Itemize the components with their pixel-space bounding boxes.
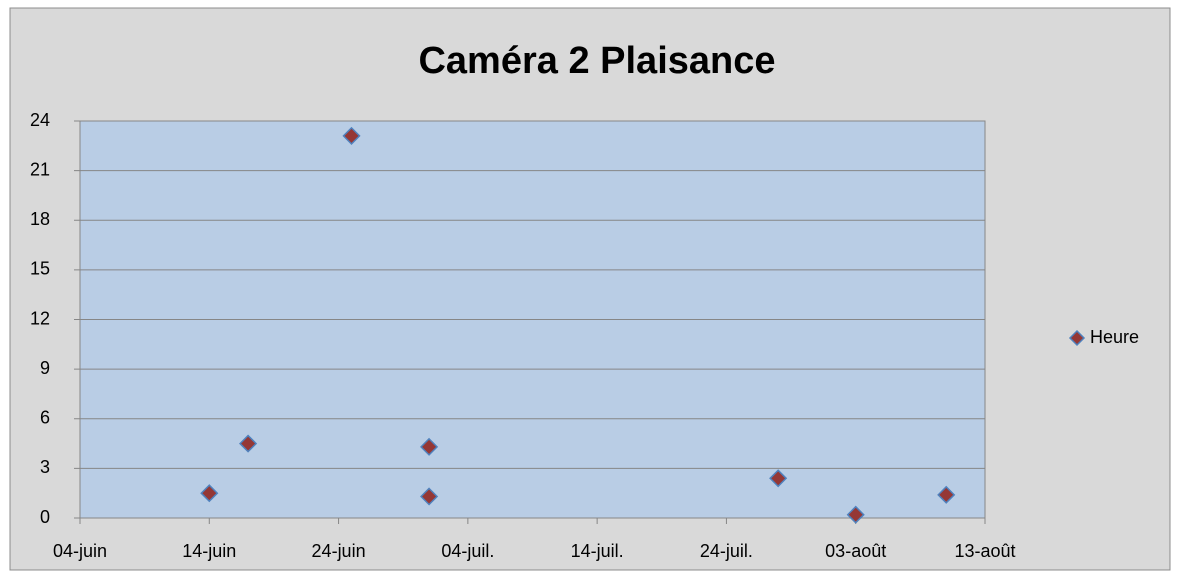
x-tick-label: 13-août: [954, 541, 1015, 561]
x-tick-label: 04-juin: [53, 541, 107, 561]
point: [846, 505, 865, 524]
legend-label: Heure: [1090, 327, 1139, 347]
point: [420, 487, 439, 506]
point: [420, 437, 439, 456]
y-tick-label: 15: [30, 259, 50, 279]
point: [239, 434, 258, 453]
point: [342, 126, 361, 145]
legend-marker: [1068, 329, 1086, 347]
x-tick-label: 03-août: [825, 541, 886, 561]
x-tick-label: 14-juin: [182, 541, 236, 561]
y-tick-label: 3: [40, 457, 50, 477]
y-tick-label: 0: [40, 507, 50, 527]
chart-title: Caméra 2 Plaisance: [418, 40, 775, 82]
x-tick-label: 24-juin: [312, 541, 366, 561]
x-tick-label: 04-juil.: [441, 541, 494, 561]
x-tick-label: 24-juil.: [700, 541, 753, 561]
x-tick-label: 14-juil.: [571, 541, 624, 561]
y-tick-label: 9: [40, 358, 50, 378]
point: [769, 469, 788, 488]
point: [937, 485, 956, 504]
y-tick-label: 12: [30, 308, 50, 328]
y-tick-label: 24: [30, 110, 50, 130]
y-tick-label: 18: [30, 209, 50, 229]
y-tick-label: 21: [30, 159, 50, 179]
y-tick-label: 6: [40, 408, 50, 428]
point: [200, 484, 219, 503]
